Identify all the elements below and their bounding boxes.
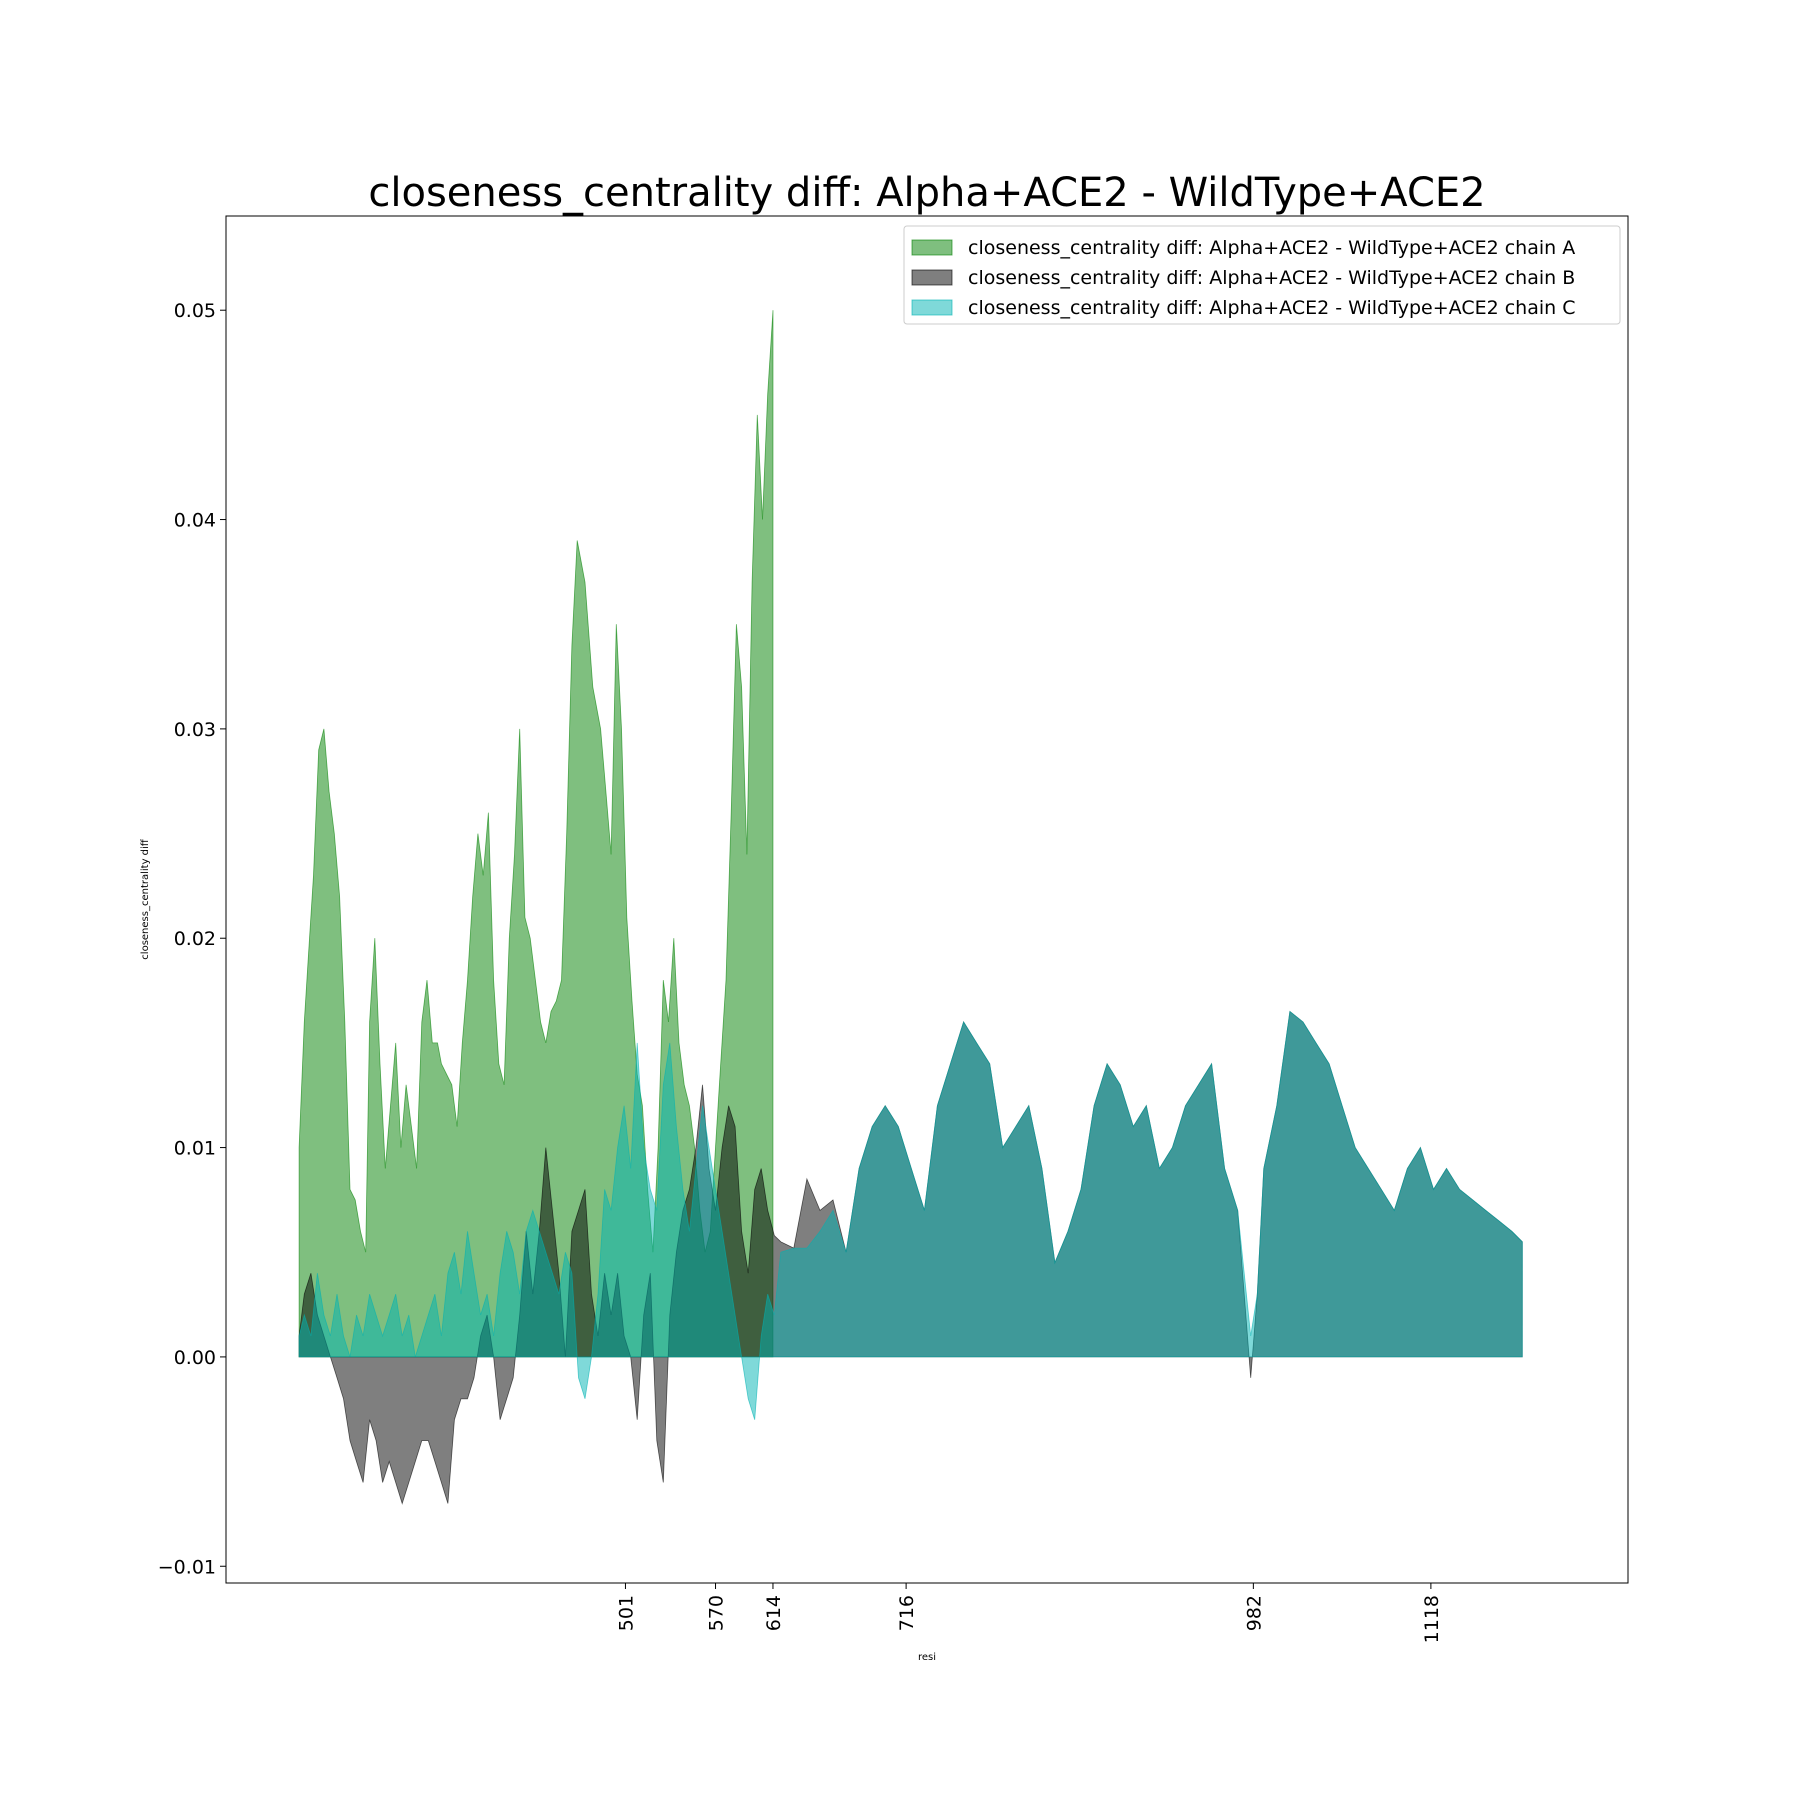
x-axis-label: resi [918, 1652, 936, 1663]
series-layer [298, 310, 1523, 1505]
legend-box [903, 225, 1621, 325]
y-tick-label: 0.04 [174, 510, 216, 532]
x-tick-label: 716 [896, 1595, 918, 1631]
chart-title: closeness_centrality diff: Alpha+ACE2 - … [368, 170, 1485, 216]
plot-frame [225, 215, 1629, 1584]
legend-swatch [911, 239, 953, 256]
x-tick-label: 982 [1243, 1595, 1265, 1631]
legend-entry-chain-a: closeness_centrality diff: Alpha+ACE2 - … [968, 237, 1575, 259]
legend-swatch [911, 269, 953, 286]
legend-entry-chain-c: closeness_centrality diff: Alpha+ACE2 - … [968, 297, 1575, 319]
y-tick-label: 0.01 [174, 1138, 216, 1160]
y-axis: −0.01 0.00 0.01 0.02 0.03 0.04 0.05 [158, 300, 226, 1578]
legend-entry-chain-b: closeness_centrality diff: Alpha+ACE2 - … [968, 267, 1575, 289]
y-tick-label: 0.00 [174, 1347, 216, 1369]
legend: closeness_centrality diff: Alpha+ACE2 - … [903, 225, 1621, 325]
x-tick-label: 501 [615, 1595, 637, 1631]
y-tick-label: 0.02 [174, 928, 216, 950]
legend-swatch [911, 299, 953, 316]
x-tick-label: 1118 [1421, 1595, 1443, 1643]
y-axis-label: closeness_centrality diff [140, 838, 151, 960]
y-tick-label: 0.03 [174, 719, 216, 741]
x-axis: 501 570 614 716 982 1118 [615, 1583, 1443, 1643]
x-tick-label: 570 [706, 1595, 728, 1631]
series-area-chain-c [298, 1010, 1523, 1420]
y-tick-label: 0.05 [174, 300, 216, 322]
y-tick-label: −0.01 [158, 1556, 216, 1578]
x-tick-label: 614 [763, 1595, 785, 1631]
